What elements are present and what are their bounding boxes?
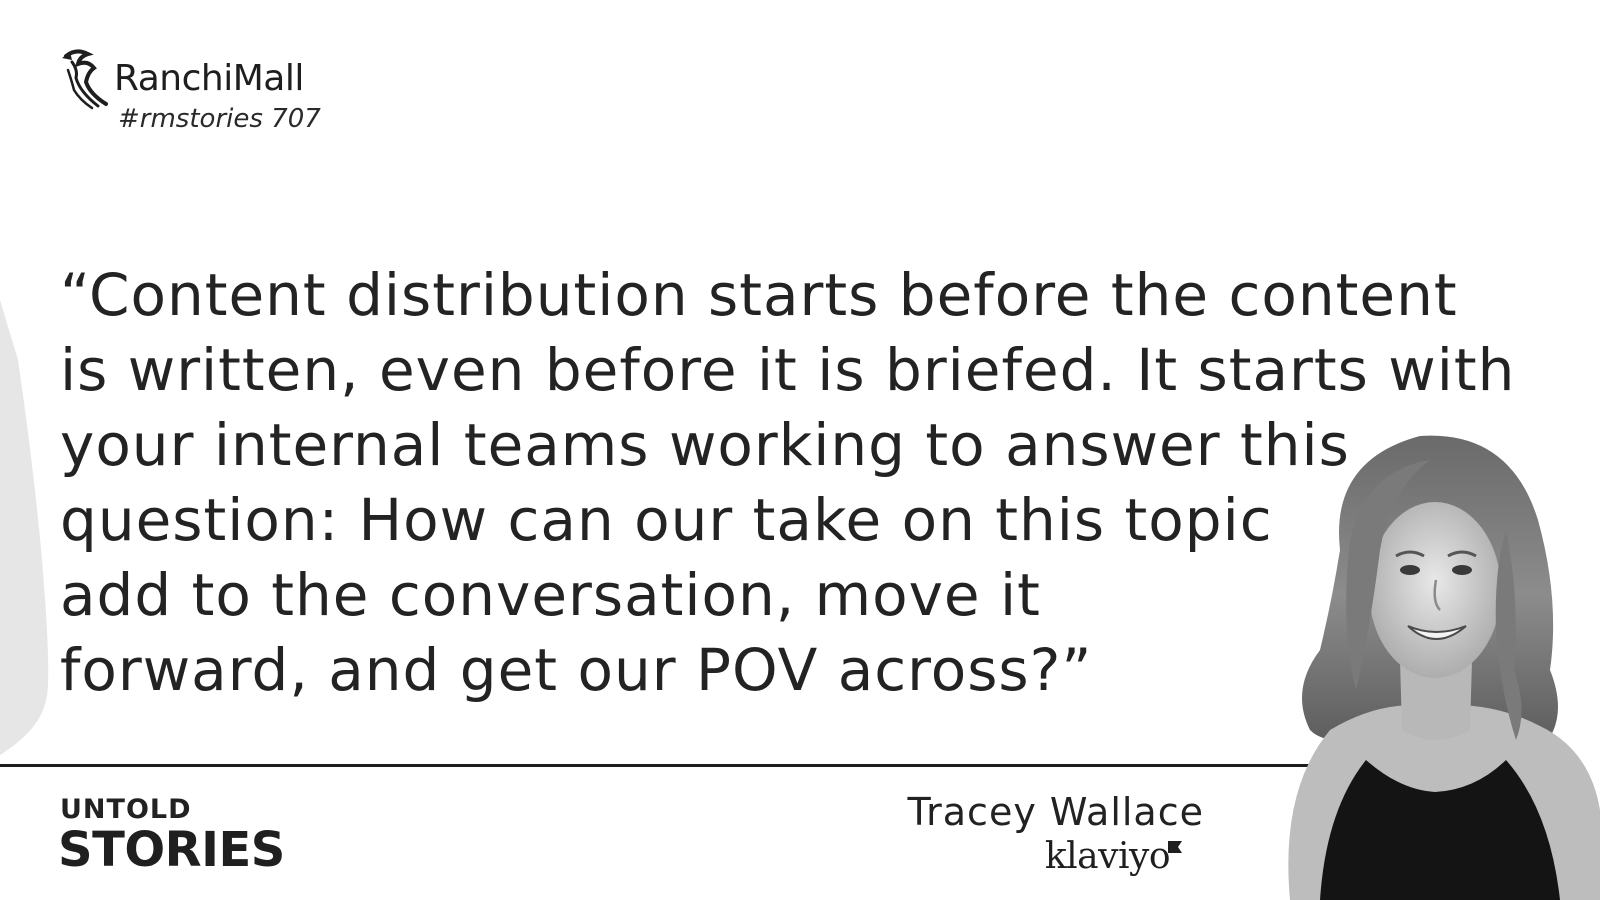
company-flag-icon bbox=[1168, 841, 1182, 853]
series-title-stories: STORIES bbox=[58, 822, 285, 878]
quote-line: is written, even before it is briefed. I… bbox=[60, 336, 1516, 404]
seahorse-logo-icon bbox=[62, 49, 108, 110]
quote-text: “Content distribution starts before the … bbox=[60, 258, 1560, 708]
quote-line: question: How can our take on this topic bbox=[60, 486, 1273, 554]
left-decorative-shape bbox=[0, 300, 49, 755]
quote-line: “Content distribution starts before the … bbox=[60, 261, 1458, 329]
brand-logo: RanchiMall #rmstories 707 bbox=[58, 48, 358, 148]
speaker-name: Tracey Wallace bbox=[907, 790, 1204, 834]
brand-name: RanchiMall bbox=[114, 58, 304, 99]
speaker-photo bbox=[1288, 435, 1600, 900]
company-logo-text: klaviyo bbox=[1044, 836, 1171, 877]
series-title-untold: UNTOLD bbox=[60, 794, 192, 825]
quote-line: forward, and get our POV across?” bbox=[60, 636, 1093, 704]
quote-line: add to the conversation, move it bbox=[60, 561, 1041, 629]
story-tag: #rmstories 707 bbox=[118, 104, 321, 134]
quote-line: your internal teams working to answer th… bbox=[60, 411, 1350, 479]
divider-line bbox=[0, 764, 1330, 767]
